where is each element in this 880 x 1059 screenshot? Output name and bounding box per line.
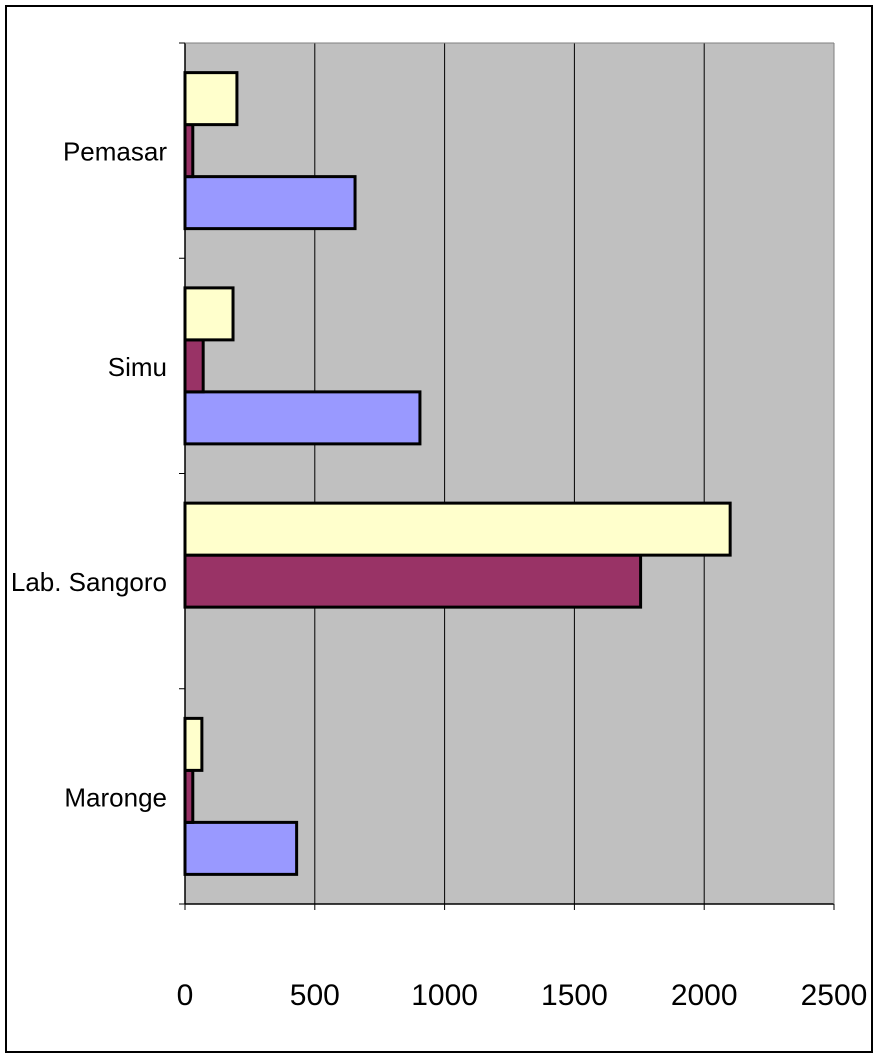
x-tick-label-2500: 2500 <box>801 979 868 1012</box>
y-tick-label-pemasar: Pemasar <box>63 137 167 167</box>
x-tick-label-2000: 2000 <box>671 979 738 1012</box>
bar-pemasar-series-1 <box>183 175 357 231</box>
x-tick-label-1000: 1000 <box>411 979 478 1012</box>
axes <box>179 42 835 910</box>
bar-pemasar-series-2 <box>183 123 195 179</box>
y-tick-label-maronge: Maronge <box>64 782 167 812</box>
bar-simu-series-3 <box>183 286 235 342</box>
x-tick-label-0: 0 <box>177 979 194 1012</box>
bar-simu-series-2 <box>183 338 205 394</box>
bar-simu-series-1 <box>183 390 422 446</box>
bar-lab-sangoro-series-3 <box>183 501 732 557</box>
bar-pemasar-series-3 <box>183 71 239 127</box>
bar-maronge-series-1 <box>183 820 299 876</box>
y-tick-label-lab-sangoro: Lab. Sangoro <box>11 567 167 597</box>
bar-maronge-series-3 <box>183 716 204 772</box>
tick-labels: 0 500 1000 1500 2000 2500 Maronge Lab. Sangoro S… <box>11 137 868 1012</box>
x-tick-label-500: 500 <box>290 979 340 1012</box>
bar-maronge-series-2 <box>183 768 195 824</box>
bar-lab-sangoro-series-2 <box>183 553 643 609</box>
y-tick-label-simu: Simu <box>108 352 167 382</box>
x-tick-label-1500: 1500 <box>541 979 608 1012</box>
plot-area <box>185 43 834 904</box>
